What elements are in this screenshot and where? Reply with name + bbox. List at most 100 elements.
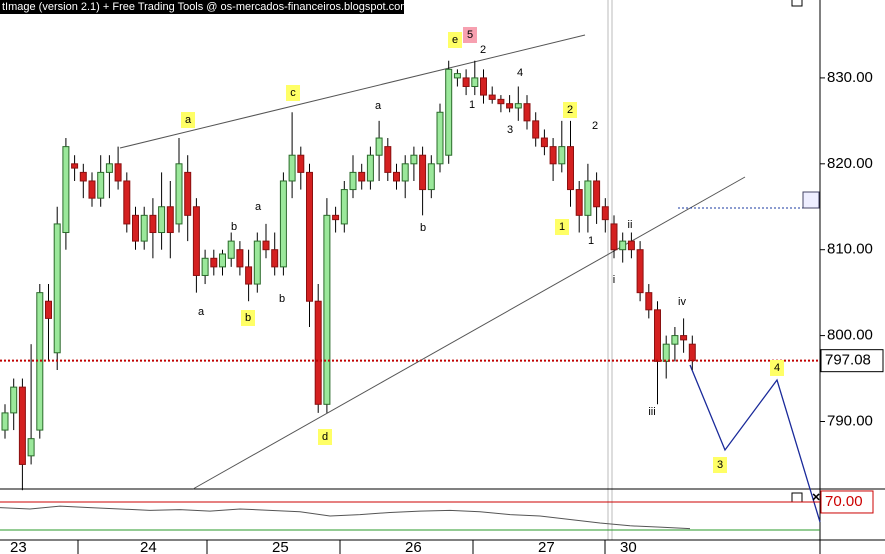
x-tick-label: 30 xyxy=(620,539,637,554)
candle-body xyxy=(184,171,192,216)
candle-body xyxy=(132,214,139,242)
candle-body xyxy=(636,249,644,294)
candle-body xyxy=(45,300,52,319)
label-box xyxy=(241,310,255,326)
tool-icon xyxy=(802,191,820,209)
icon-box xyxy=(791,492,803,503)
candle-body xyxy=(288,154,296,182)
wave-label: 4 xyxy=(517,67,523,79)
candle-body xyxy=(253,240,261,285)
candle-body xyxy=(332,214,340,221)
x-tick-label: 24 xyxy=(140,539,157,554)
candle-body xyxy=(236,249,244,268)
y-tick-label: 830.00 xyxy=(827,69,873,86)
wave-label: d xyxy=(322,431,328,443)
wave-label: b xyxy=(245,312,251,324)
candle-body xyxy=(410,154,418,165)
wave-label: 2 xyxy=(567,104,573,116)
y-tick-label: 800.00 xyxy=(827,327,873,344)
candle-body xyxy=(10,386,18,414)
candle-body xyxy=(401,163,409,182)
candle-body xyxy=(549,146,557,165)
candle-body xyxy=(480,77,487,96)
candle-body xyxy=(593,180,601,208)
icon-box xyxy=(791,0,803,7)
candle-body xyxy=(671,335,679,345)
candle-body xyxy=(523,103,531,122)
candle-body xyxy=(375,137,383,156)
candle-body xyxy=(384,146,392,173)
y-tick-label: 810.00 xyxy=(827,241,873,258)
candle-body xyxy=(645,292,653,311)
candle-body xyxy=(462,77,470,87)
candle-body xyxy=(79,171,87,182)
wave-label: ii xyxy=(628,219,633,231)
close-icon: × xyxy=(812,489,820,505)
candle-body xyxy=(271,249,279,268)
candle-body xyxy=(18,386,26,465)
x-tick-label: 25 xyxy=(272,539,289,554)
candle-body xyxy=(140,214,148,242)
candle-body xyxy=(584,180,592,216)
candle-body xyxy=(453,73,461,79)
current-price-label: 797.08 xyxy=(825,352,871,369)
candle-body xyxy=(627,240,635,251)
candle-body xyxy=(419,154,427,191)
wave-label: e xyxy=(452,34,458,46)
candle-body xyxy=(105,163,113,173)
wave-label: a xyxy=(198,306,205,318)
candle-body xyxy=(601,206,609,221)
wave-label: 3 xyxy=(717,459,723,471)
label-box xyxy=(770,360,784,376)
candle-body xyxy=(427,163,435,191)
label-box xyxy=(286,85,300,101)
candle-body xyxy=(97,171,105,199)
wave-label: 2 xyxy=(592,120,598,132)
candle-body xyxy=(358,171,366,182)
candle-body xyxy=(227,240,235,259)
candle-body xyxy=(506,103,514,109)
candle-body xyxy=(175,163,183,225)
candle-body xyxy=(62,146,70,234)
wave-label: a xyxy=(375,100,382,112)
wave-label: a xyxy=(255,201,262,213)
title-bar xyxy=(0,0,404,14)
wave-label: b xyxy=(420,222,426,234)
wave-label: 3 xyxy=(507,124,513,136)
candle-body xyxy=(149,214,157,234)
candle-body xyxy=(575,189,583,216)
candle-body xyxy=(349,171,357,191)
candle-body xyxy=(27,438,35,457)
candle-body xyxy=(123,180,131,225)
candle-body xyxy=(306,171,313,302)
candle-body xyxy=(445,68,453,156)
label-box xyxy=(448,32,462,48)
candle-body xyxy=(488,94,496,100)
chart-title: tImage (version 2.1) + Free Trading Tool… xyxy=(2,1,409,13)
candle-body xyxy=(688,343,696,362)
candle-body xyxy=(680,335,688,341)
candle-body xyxy=(201,257,209,276)
projection-path xyxy=(689,364,821,523)
candle-body xyxy=(497,98,505,105)
candle-body xyxy=(245,266,253,285)
label-box xyxy=(713,457,727,473)
current-price-box xyxy=(820,349,884,373)
wave-label: 1 xyxy=(469,99,475,111)
label-box xyxy=(563,102,577,118)
candle-body xyxy=(567,146,574,191)
wave-label: i xyxy=(613,274,615,286)
y-tick-label: 820.00 xyxy=(827,155,873,172)
candle-body xyxy=(166,206,174,234)
candle-body xyxy=(366,154,374,182)
trend-line xyxy=(119,34,586,149)
wave-label: c xyxy=(290,87,296,99)
candle-body xyxy=(158,206,166,234)
candle-body xyxy=(262,240,270,251)
label-box xyxy=(463,27,477,43)
y-tick-label: 790.00 xyxy=(827,412,873,429)
candle-body xyxy=(662,343,670,362)
